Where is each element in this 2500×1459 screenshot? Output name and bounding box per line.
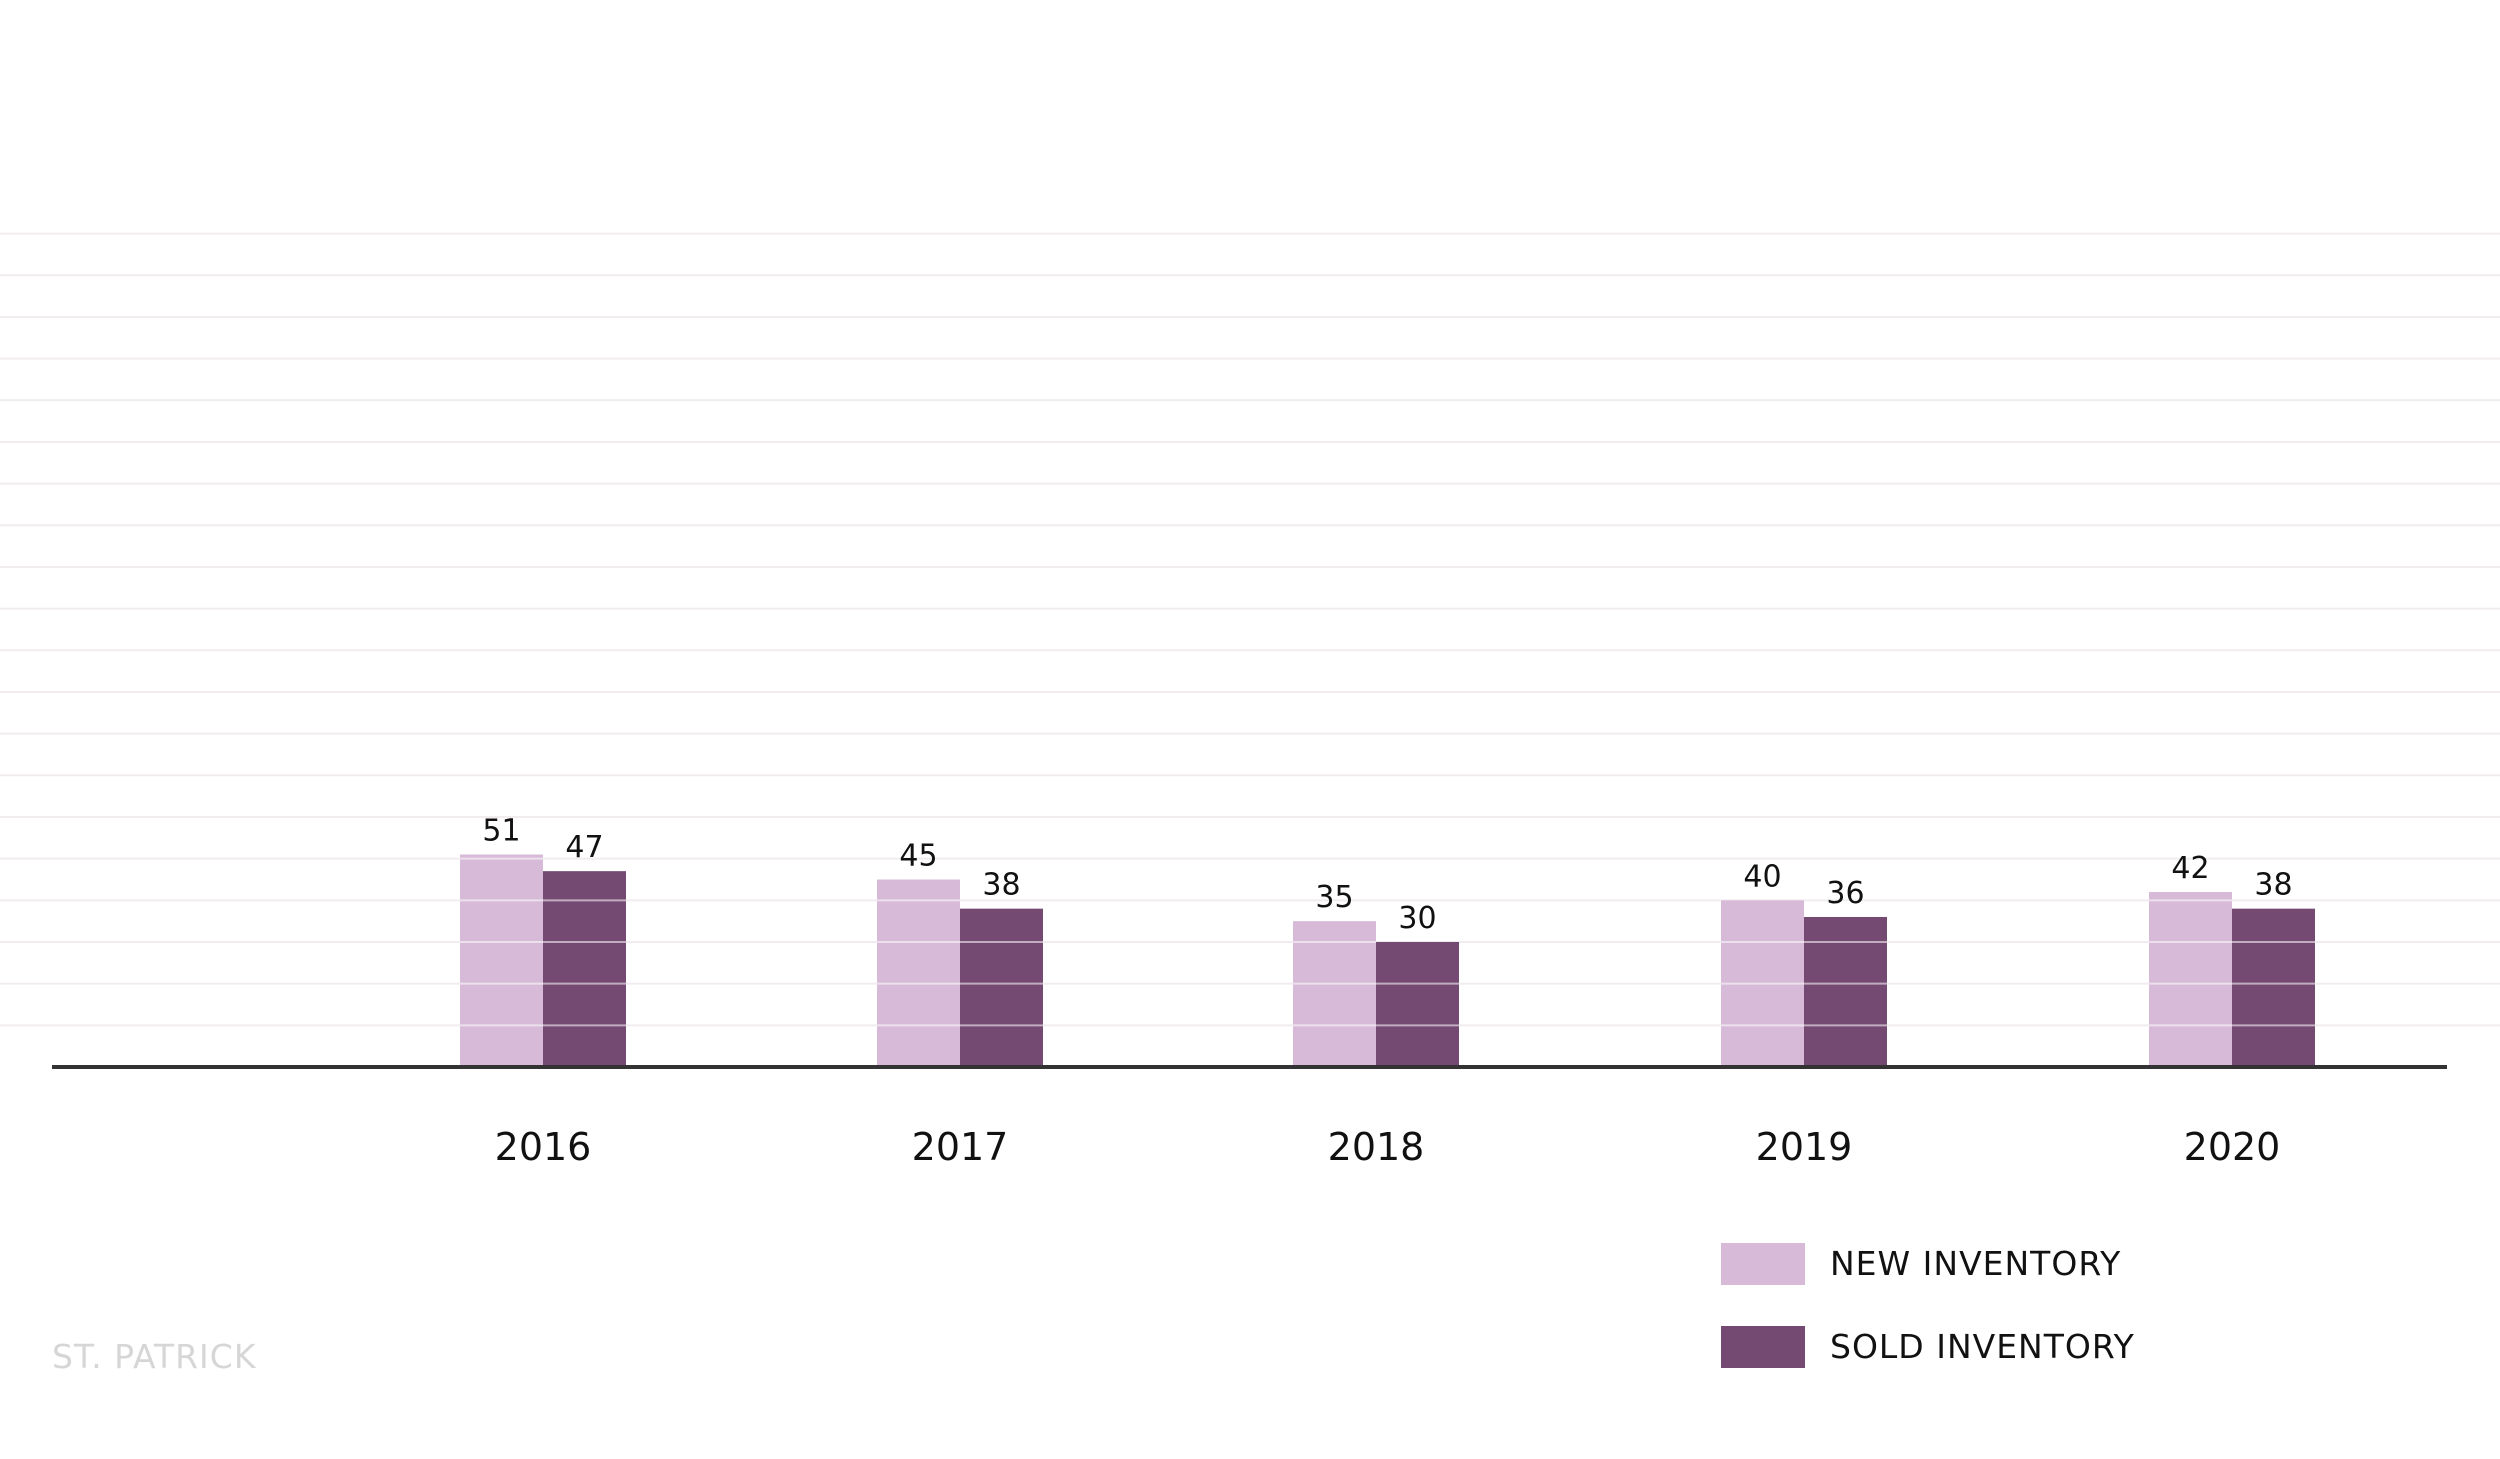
bar-sold-inventory-2016	[543, 871, 626, 1067]
bar-sold-inventory-2019	[1804, 916, 1887, 1067]
legend-swatch-sold-inventory	[1721, 1326, 1805, 1368]
bar-new-inventory-2018	[1293, 921, 1376, 1067]
bar-group-2017: 45 38	[877, 838, 1043, 1067]
bar-sold-inventory-2020	[2232, 908, 2315, 1067]
data-label-new-inventory-2019: 40	[1743, 859, 1781, 894]
bar-sold-inventory-2018	[1376, 941, 1459, 1067]
data-label-new-inventory-2018: 35	[1315, 880, 1353, 915]
x-tick-label-2016: 2016	[495, 1125, 592, 1169]
bar-new-inventory-2020	[2149, 891, 2232, 1067]
legend-swatch-new-inventory	[1721, 1243, 1805, 1285]
x-tick-label-2019: 2019	[1756, 1125, 1853, 1169]
data-label-sold-inventory-2019: 36	[1826, 876, 1864, 911]
x-tick-label-2018: 2018	[1328, 1125, 1425, 1169]
legend-label-new-inventory: NEW INVENTORY	[1830, 1244, 2121, 1283]
bar-sold-inventory-2017	[960, 908, 1043, 1067]
legend: NEW INVENTORY SOLD INVENTORY	[1721, 1243, 2135, 1368]
bar-new-inventory-2017	[877, 879, 960, 1067]
data-label-sold-inventory-2016: 47	[565, 830, 603, 865]
data-label-sold-inventory-2017: 38	[982, 868, 1020, 903]
gridlines	[0, 232, 2500, 1027]
x-tick-label-2017: 2017	[912, 1125, 1009, 1169]
watermark-text: ST. PATRICK	[52, 1337, 257, 1376]
legend-item-sold-inventory: SOLD INVENTORY	[1721, 1326, 2135, 1368]
legend-label-sold-inventory: SOLD INVENTORY	[1830, 1327, 2135, 1366]
x-tick-labels: 2016 2017 2018 2019 2020	[495, 1125, 2281, 1169]
bar-new-inventory-2016	[460, 854, 543, 1067]
data-label-sold-inventory-2018: 30	[1398, 901, 1436, 936]
data-label-new-inventory-2016: 51	[482, 813, 520, 848]
x-tick-label-2020: 2020	[2184, 1125, 2281, 1169]
data-label-new-inventory-2017: 45	[899, 838, 937, 873]
data-label-new-inventory-2020: 42	[2171, 851, 2209, 886]
bar-group-2016: 51 47	[460, 813, 626, 1067]
bar-group-2019: 40 36	[1721, 859, 1887, 1067]
data-label-sold-inventory-2020: 38	[2254, 868, 2292, 903]
bars: 51 47 45 38 35 30 40 36 42 38	[460, 813, 2315, 1067]
bar-group-2018: 35 30	[1293, 880, 1459, 1067]
bar-group-2020: 42 38	[2149, 851, 2315, 1067]
legend-item-new-inventory: NEW INVENTORY	[1721, 1243, 2121, 1285]
